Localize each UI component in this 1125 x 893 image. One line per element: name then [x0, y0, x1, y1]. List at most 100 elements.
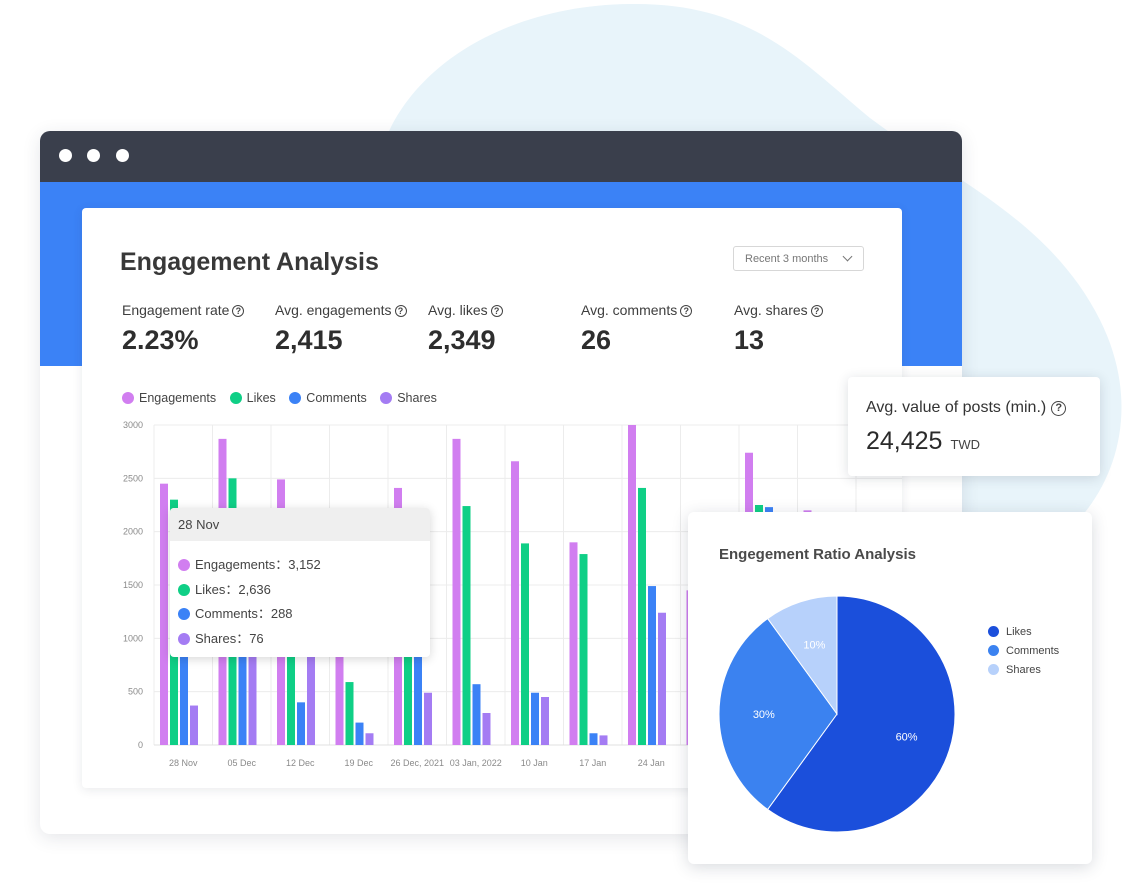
legend-item-comments[interactable]: Comments — [289, 391, 367, 405]
x-tick-label: 26 Dec, 2021 — [390, 758, 444, 768]
help-icon[interactable]: ? — [810, 305, 823, 317]
avg-card-unit: TWD — [950, 437, 981, 452]
tooltip-value: Shares：76 — [195, 631, 264, 646]
bar-shares — [541, 697, 549, 745]
legend-label: Likes — [246, 391, 276, 405]
bar-likes — [521, 543, 529, 745]
help-icon[interactable]: ? — [1051, 401, 1067, 416]
x-tick-label: 17 Jan — [579, 758, 606, 768]
pie-legend-item-comments[interactable]: Comments — [988, 645, 1059, 664]
chevron-down-icon — [842, 251, 853, 262]
bar-shares — [365, 733, 374, 745]
tooltip-swatch — [178, 633, 190, 645]
bar-comments — [414, 585, 422, 745]
x-tick-label: 24 Jan — [638, 758, 665, 768]
y-tick-label: 1000 — [123, 633, 143, 643]
stat-label: Avg. likes — [428, 302, 488, 318]
pie-legend-swatch — [988, 626, 999, 637]
bar-likes — [462, 506, 471, 745]
legend-item-shares[interactable]: Shares — [380, 391, 437, 405]
pie-value-label: 10% — [803, 639, 825, 651]
bar-likes — [579, 554, 588, 745]
bar-engagements — [335, 638, 344, 745]
y-tick-label: 0 — [138, 740, 143, 750]
stat-label: Avg. engagements — [275, 302, 392, 318]
pie-value-label: 30% — [753, 709, 775, 721]
pie-legend-label: Comments — [1006, 645, 1060, 657]
pie-legend-label: Shares — [1006, 664, 1041, 676]
legend-label: Engagements — [139, 391, 217, 405]
help-icon[interactable]: ? — [490, 305, 503, 317]
avg-card-label: Avg. value of posts (min.) — [866, 399, 1047, 416]
bar-shares — [248, 617, 257, 745]
x-tick-label: 05 Dec — [227, 758, 256, 768]
bar-shares — [424, 692, 432, 745]
ratio-pie-chart: 60% 30% 10% — [718, 595, 956, 833]
avg-post-value-card: Avg. value of posts (min.)? 24,425 TWD — [848, 377, 1100, 476]
window-titlebar — [40, 131, 962, 182]
tooltip-value: Comments：288 — [195, 606, 293, 621]
legend-swatch — [229, 392, 242, 404]
help-icon[interactable]: ? — [232, 305, 245, 317]
y-tick-label: 1500 — [123, 580, 143, 590]
bar-engagements — [569, 542, 578, 745]
x-tick-label: 03 Jan, 2022 — [450, 758, 502, 768]
bar-engagements — [511, 461, 519, 745]
stat-avg-likes: Avg. likes? 2,349 — [428, 302, 503, 356]
bar-comments — [472, 684, 481, 745]
period-dropdown-value: Recent 3 months — [745, 253, 829, 265]
bar-engagements — [628, 425, 636, 745]
tooltip-swatch — [178, 584, 190, 596]
window-dot-3 — [116, 149, 129, 162]
tooltip-row-likes: Likes：2,636 — [178, 579, 271, 598]
tooltip-value: Likes：2,636 — [195, 582, 271, 597]
bar-shares — [190, 705, 198, 745]
tooltip-row-engagements: Engagements：3,152 — [178, 554, 321, 573]
legend-item-likes[interactable]: Likes — [229, 391, 276, 405]
stat-avg-shares: Avg. shares? 13 — [734, 302, 823, 356]
avg-card-value: 24,425 — [866, 427, 943, 455]
legend-swatch — [380, 392, 393, 404]
pie-legend-item-likes[interactable]: Likes — [988, 626, 1059, 645]
bar-comments — [531, 692, 539, 745]
stat-label: Avg. shares — [734, 302, 808, 318]
pie-slice-shares — [766, 595, 838, 716]
tooltip-swatch — [178, 608, 190, 620]
legend-swatch — [122, 392, 134, 404]
chart-legend: Engagements Likes Comments Shares — [122, 391, 447, 405]
legend-label: Comments — [306, 391, 367, 405]
tooltip-date: 28 Nov — [170, 508, 430, 541]
pie-legend-label: Likes — [1006, 626, 1032, 638]
legend-swatch — [289, 392, 302, 404]
ratio-analysis-card: Engegement Ratio Analysis 60% 30% 10% Like… — [688, 512, 1092, 864]
bar-comments — [648, 586, 656, 745]
bar-shares — [658, 612, 666, 745]
x-tick-label: 10 Jan — [521, 758, 548, 768]
y-tick-label: 3000 — [123, 420, 143, 430]
window-dot-2 — [87, 149, 100, 162]
bar-comments — [238, 627, 247, 745]
tooltip-swatch — [178, 559, 190, 571]
tooltip-value: Engagements：3,152 — [195, 557, 321, 572]
period-dropdown[interactable]: Recent 3 months — [733, 246, 864, 271]
x-tick-label: 12 Dec — [286, 758, 315, 768]
stat-label: Avg. comments — [581, 302, 678, 318]
stat-value: 2.23% — [122, 325, 199, 355]
tooltip-row-comments: Comments：288 — [178, 603, 293, 622]
y-tick-label: 500 — [128, 687, 143, 697]
help-icon[interactable]: ? — [680, 305, 693, 317]
bar-likes — [638, 487, 646, 745]
stat-value: 13 — [734, 325, 765, 355]
bar-shares — [482, 713, 491, 745]
stat-avg-engagements: Avg. engagements? 2,415 — [275, 302, 407, 356]
page-title: Engagement Analysis — [120, 248, 379, 276]
bar-comments — [589, 733, 598, 745]
help-icon[interactable]: ? — [394, 305, 407, 317]
pie-slice-likes — [766, 595, 956, 833]
bar-engagements — [160, 483, 168, 745]
bar-comments — [180, 638, 188, 745]
bar-likes — [345, 682, 354, 745]
legend-item-engagements[interactable]: Engagements — [122, 391, 216, 405]
bar-shares — [599, 735, 608, 745]
pie-legend-item-shares[interactable]: Shares — [988, 664, 1059, 683]
